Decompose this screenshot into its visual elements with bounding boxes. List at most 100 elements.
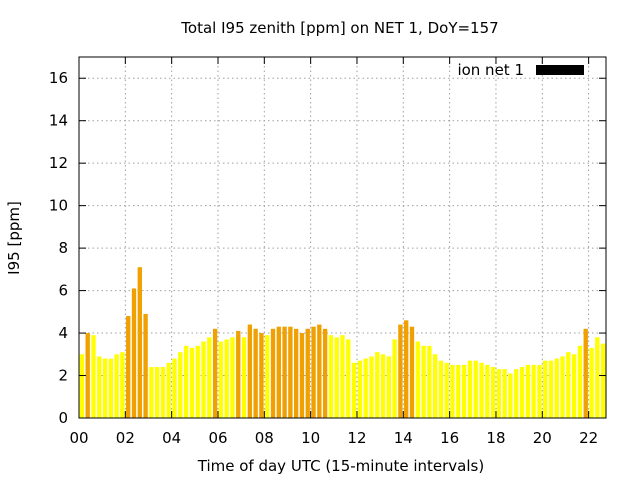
x-tick-label: 04 (162, 429, 181, 447)
bar (600, 343, 606, 418)
x-tick-label: 18 (486, 429, 505, 447)
y-tick-label: 14 (49, 112, 68, 130)
bar (201, 341, 206, 418)
bar (357, 360, 363, 418)
bar (160, 367, 166, 418)
bar (247, 324, 253, 418)
bar (566, 352, 571, 418)
bar (519, 367, 525, 418)
bar (485, 364, 490, 418)
bar (305, 328, 310, 418)
bar (531, 364, 536, 418)
bar (554, 358, 559, 418)
bar (189, 347, 195, 418)
x-tick-label: 12 (347, 429, 366, 447)
bar (589, 347, 594, 418)
bar (236, 330, 241, 418)
y-tick-label: 2 (58, 367, 68, 385)
bar (155, 367, 160, 418)
bar (212, 328, 218, 418)
y-tick-label: 12 (49, 154, 68, 172)
x-tick-label: 20 (533, 429, 552, 447)
legend: ion net 1 (457, 61, 584, 79)
bar (79, 354, 85, 418)
y-tick-label: 0 (58, 409, 68, 427)
bar (502, 369, 507, 418)
x-tick-label: 02 (116, 429, 135, 447)
bar (230, 337, 235, 418)
bar (577, 345, 583, 418)
bar (340, 335, 345, 418)
bar (102, 358, 108, 418)
y-axis: 0 2 4 6 8 10 12 14 16 (49, 69, 606, 427)
bar (172, 358, 177, 418)
bar (334, 337, 339, 418)
bar (461, 364, 467, 418)
bar (183, 345, 189, 418)
bar (427, 345, 432, 418)
x-axis: 00 02 04 06 08 10 12 14 16 18 20 22 (69, 57, 598, 447)
bar (91, 335, 96, 418)
bar (514, 369, 519, 418)
bars (79, 267, 606, 418)
x-tick-label: 06 (208, 429, 227, 447)
bar (195, 345, 200, 418)
bar (392, 339, 397, 418)
bar (421, 345, 426, 418)
bar (508, 373, 513, 418)
bar (548, 360, 554, 418)
bar (473, 360, 478, 418)
x-tick-label: 08 (255, 429, 274, 447)
y-tick-label: 4 (58, 324, 68, 342)
bar (467, 360, 473, 418)
x-tick-label: 10 (301, 429, 320, 447)
bar (583, 328, 588, 418)
bar (241, 337, 247, 418)
x-tick-label: 16 (440, 429, 459, 447)
x-tick-label: 00 (69, 429, 88, 447)
bar (97, 356, 102, 418)
y-tick-label: 6 (58, 282, 68, 300)
bar (369, 356, 374, 418)
bar (299, 333, 305, 418)
bar (363, 358, 368, 418)
legend-swatch (536, 65, 584, 75)
bar (398, 324, 403, 418)
bar (294, 328, 299, 418)
bar (415, 341, 420, 418)
bar (218, 341, 224, 418)
bar (438, 360, 444, 418)
bar (404, 320, 409, 418)
bar (479, 362, 484, 418)
x-tick-label: 22 (579, 429, 598, 447)
y-tick-label: 16 (49, 69, 68, 87)
bar (166, 362, 171, 418)
y-tick-label: 10 (49, 197, 68, 215)
y-axis-label: I95 [ppm] (5, 201, 23, 275)
bar (543, 360, 548, 418)
bar (311, 326, 316, 418)
bar (432, 354, 438, 418)
bar (120, 352, 125, 418)
bar (126, 316, 131, 418)
bar (525, 364, 530, 418)
y-tick-label: 8 (58, 239, 68, 257)
bar (276, 326, 281, 418)
bar (137, 267, 142, 418)
bar (444, 362, 449, 418)
bar (595, 337, 600, 418)
bar (346, 339, 351, 418)
bar (270, 328, 276, 418)
bar (282, 326, 287, 418)
plot-frame (78, 56, 607, 419)
bar (571, 354, 577, 418)
bar (328, 335, 334, 418)
x-tick-label: 14 (394, 429, 413, 447)
bar (317, 324, 322, 418)
bar (114, 354, 119, 418)
bar (143, 313, 148, 418)
legend-label: ion net 1 (457, 61, 524, 79)
bar (178, 352, 183, 418)
bar (496, 369, 502, 418)
